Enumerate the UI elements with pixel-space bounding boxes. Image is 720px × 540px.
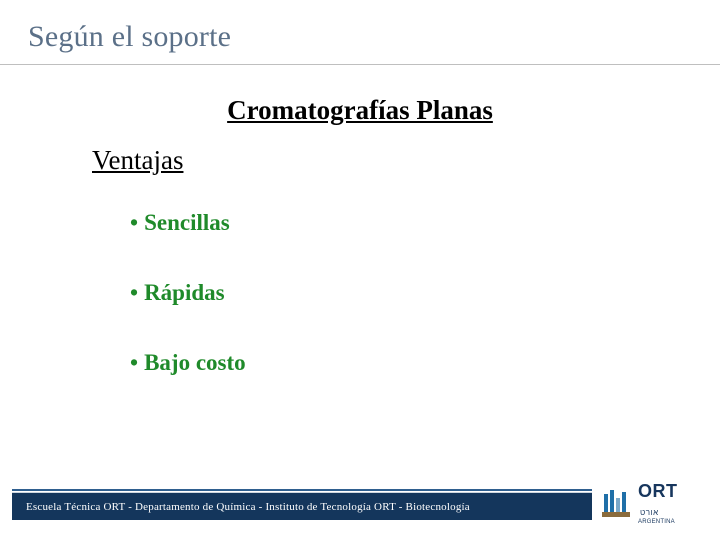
footer-band: Escuela Técnica ORT - Departamento de Qu… — [12, 493, 592, 520]
footer-text: Escuela Técnica ORT - Departamento de Qu… — [26, 501, 470, 513]
title-underline-rule — [0, 64, 720, 65]
bullet-marker: • — [130, 210, 138, 235]
bullet-list: •Sencillas •Rápidas •Bajo costo — [130, 210, 246, 420]
footer-accent-line — [12, 489, 592, 491]
bullet-marker: • — [130, 350, 138, 375]
list-item: •Bajo costo — [130, 350, 246, 376]
bullet-text: Rápidas — [144, 280, 225, 305]
list-item: •Rápidas — [130, 280, 246, 306]
ort-logo-glyph-icon — [602, 488, 632, 518]
slide-subtitle: Cromatografías Planas — [0, 95, 720, 126]
list-item: •Sencillas — [130, 210, 246, 236]
logo-hebrew-label: אורט — [640, 508, 659, 517]
logo-sub-text: ARGENTINA — [638, 519, 698, 525]
bullet-text: Bajo costo — [144, 350, 246, 375]
bullet-marker: • — [130, 280, 138, 305]
section-label-ventajas: Ventajas — [92, 145, 183, 176]
logo-svg-icon — [602, 488, 632, 518]
slide: Según el soporte Cromatografías Planas V… — [0, 0, 720, 540]
ort-logo-text: ORT אורט ARGENTINA — [638, 482, 698, 525]
logo-main-text: ORT אורט — [638, 482, 698, 518]
logo-main-label: ORT — [638, 481, 678, 501]
ort-logo: ORT אורט ARGENTINA — [602, 480, 698, 526]
bullet-text: Sencillas — [144, 210, 230, 235]
slide-title: Según el soporte — [28, 20, 231, 54]
